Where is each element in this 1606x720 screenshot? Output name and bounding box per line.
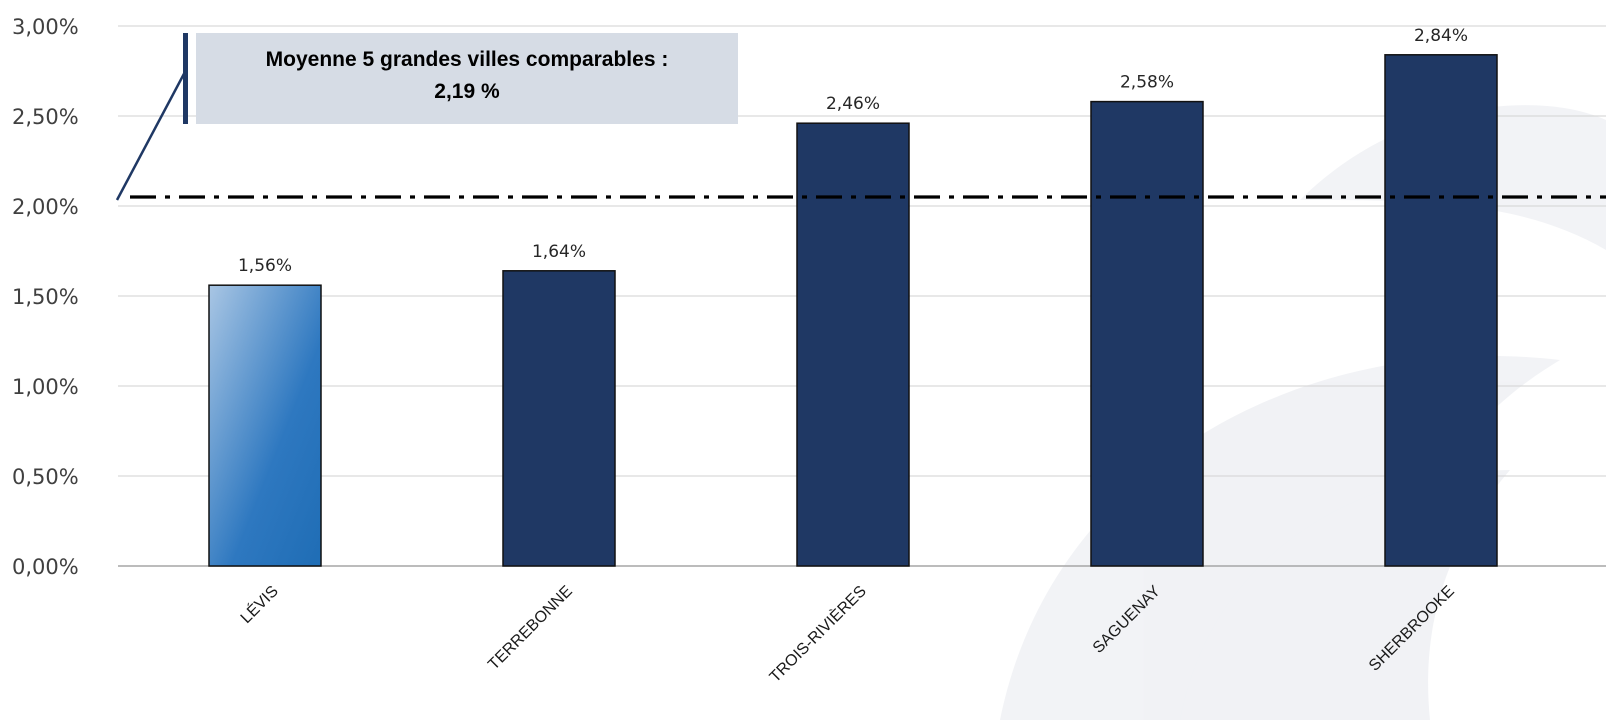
y-tick-label: 1,00% <box>12 375 79 399</box>
category-label: LÉVIS <box>236 581 282 627</box>
bar-saguenay <box>1090 100 1204 567</box>
y-tick-label: 2,50% <box>12 105 79 129</box>
data-label: 2,84% <box>1414 26 1468 46</box>
y-tick-label: 3,00% <box>12 15 79 39</box>
data-labels: 1,56% 1,64% 2,46% 2,58% 2,84% <box>238 26 1468 276</box>
callout-line-2: 2,19 % <box>434 80 500 103</box>
callout-line-1: Moyenne 5 grandes villes comparables : <box>266 48 669 71</box>
y-axis: 0,00% 0,50% 1,00% 1,50% 2,00% 2,50% 3,00% <box>12 15 79 579</box>
y-tick-label: 1,50% <box>12 285 79 309</box>
data-label: 2,58% <box>1120 73 1174 93</box>
bars <box>208 54 1498 567</box>
average-callout: Moyenne 5 grandes villes comparables : 2… <box>115 33 738 201</box>
bar-l-vis <box>208 284 322 567</box>
data-label: 1,56% <box>238 256 292 276</box>
y-tick-label: 0,50% <box>12 465 79 489</box>
y-tick-label: 2,00% <box>12 195 79 219</box>
bar-sherbrooke <box>1384 54 1498 567</box>
category-label: TROIS-RIVIÈRES <box>765 581 870 686</box>
callout-box <box>196 33 738 124</box>
bar-terrebonne <box>502 270 616 567</box>
callout-leader-line <box>115 69 188 201</box>
category-label: TERREBONNE <box>485 583 576 674</box>
data-label: 1,64% <box>532 242 586 262</box>
bar-trois-rivi-res <box>796 122 910 567</box>
data-label: 2,46% <box>826 94 880 114</box>
callout-accent-bar <box>183 33 188 124</box>
y-tick-label: 0,00% <box>12 555 79 579</box>
